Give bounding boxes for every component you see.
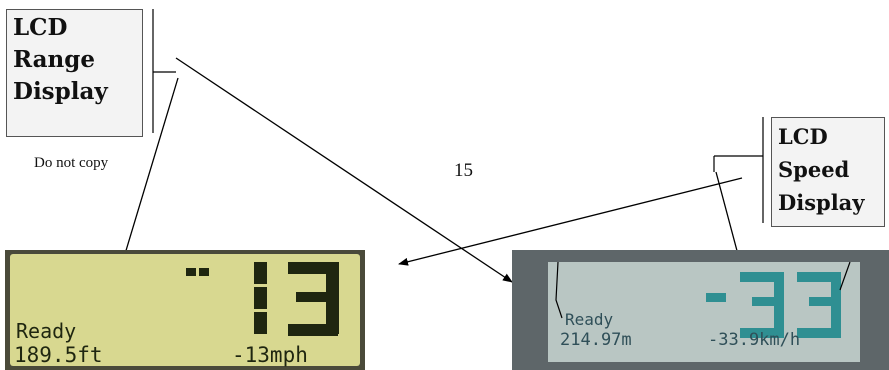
lcd-screen — [10, 254, 360, 366]
callout-line: Range — [13, 46, 95, 73]
speed-display-callout: LCD Speed Display — [771, 117, 885, 227]
lcd-indicator-block — [186, 268, 196, 276]
lcd-stray-line — [839, 261, 851, 291]
lcd-big-digits — [706, 272, 841, 338]
speed-callout-bracket — [713, 117, 764, 223]
lcd-big-digits — [254, 262, 339, 336]
callout-line: Speed — [778, 157, 850, 182]
left-lcd-panel: Ready 189.5ft -13mph — [5, 250, 365, 370]
lcd-range-readout: 189.5ft — [14, 343, 103, 367]
range-callout-bracket — [152, 9, 176, 133]
range-display-callout: LCD Range Display — [6, 9, 143, 137]
do-not-copy-note: Do not copy — [34, 155, 109, 171]
speed-to-left-lcd-arrow — [398, 177, 743, 266]
right-lcd-panel: Ready 214.97m -33.9km/h — [512, 250, 889, 370]
range-to-right-lcd-arrow — [175, 57, 513, 283]
page-number: 15 — [454, 160, 473, 181]
lcd-status-text: Ready — [565, 310, 614, 329]
callout-line: Display — [778, 190, 865, 215]
lcd-speed-readout: -33.9km/h — [708, 330, 800, 350]
callout-line: LCD — [778, 124, 828, 149]
callout-line: Display — [13, 78, 108, 105]
lcd-status-text: Ready — [16, 319, 76, 343]
lcd-range-readout: 214.97m — [560, 330, 632, 350]
callout-line: LCD — [13, 14, 68, 41]
lcd-stray-line — [555, 261, 563, 319]
lcd-speed-readout: -13mph — [232, 343, 308, 367]
lcd-indicator-block — [199, 268, 209, 276]
